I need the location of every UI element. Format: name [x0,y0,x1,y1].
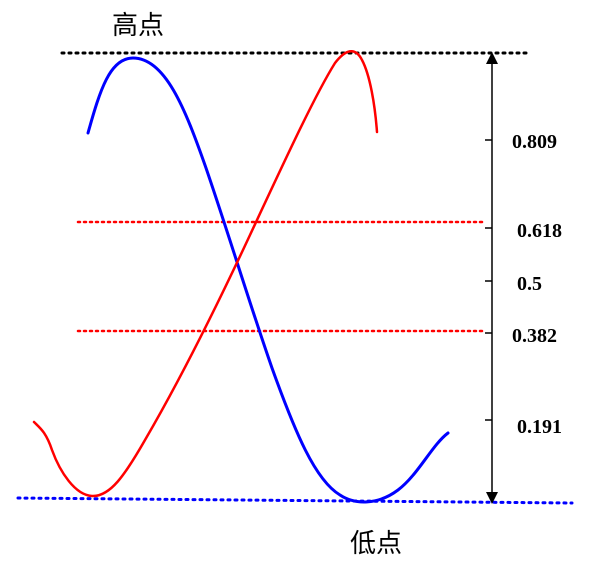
level-label-05: 0.5 [517,273,542,295]
blue-wave [86,56,450,504]
level-label-0618: 0.618 [517,220,562,242]
level-label-0809: 0.809 [512,131,557,153]
low-point-label: 低点 [350,529,402,559]
level-label-0191: 0.191 [517,416,562,438]
red-wave [32,50,379,498]
high-point-label: 高点 [112,11,164,41]
low-point-line [16,496,574,505]
level-label-0382: 0.382 [512,325,557,347]
